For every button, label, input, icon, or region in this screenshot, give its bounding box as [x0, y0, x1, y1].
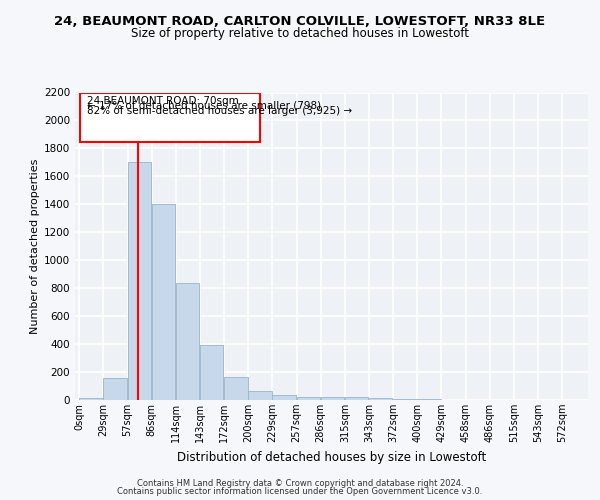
Text: 24 BEAUMONT ROAD: 70sqm: 24 BEAUMONT ROAD: 70sqm [87, 96, 239, 106]
Y-axis label: Number of detached properties: Number of detached properties [30, 158, 40, 334]
Bar [369, 398, 392, 400]
FancyBboxPatch shape [80, 92, 260, 142]
Text: Contains HM Land Registry data © Crown copyright and database right 2024.: Contains HM Land Registry data © Crown c… [137, 478, 463, 488]
Bar [103, 378, 127, 400]
Text: Contains public sector information licensed under the Open Government Licence v3: Contains public sector information licen… [118, 487, 482, 496]
Text: Size of property relative to detached houses in Lowestoft: Size of property relative to detached ho… [131, 28, 469, 40]
Text: 82% of semi-detached houses are larger (3,925) →: 82% of semi-detached houses are larger (… [87, 106, 352, 116]
Bar [224, 377, 248, 400]
Bar [248, 391, 272, 400]
Bar [176, 284, 199, 400]
Bar [393, 398, 416, 400]
Bar [296, 396, 320, 400]
Bar [345, 397, 368, 400]
Bar [128, 162, 151, 400]
Text: ← 17% of detached houses are smaller (798): ← 17% of detached houses are smaller (79… [87, 101, 321, 111]
X-axis label: Distribution of detached houses by size in Lowestoft: Distribution of detached houses by size … [177, 450, 486, 464]
Bar [320, 397, 344, 400]
Bar [152, 204, 175, 400]
Bar [79, 398, 103, 400]
Bar [200, 346, 223, 400]
Text: 24, BEAUMONT ROAD, CARLTON COLVILLE, LOWESTOFT, NR33 8LE: 24, BEAUMONT ROAD, CARLTON COLVILLE, LOW… [55, 15, 545, 28]
Bar [272, 395, 296, 400]
